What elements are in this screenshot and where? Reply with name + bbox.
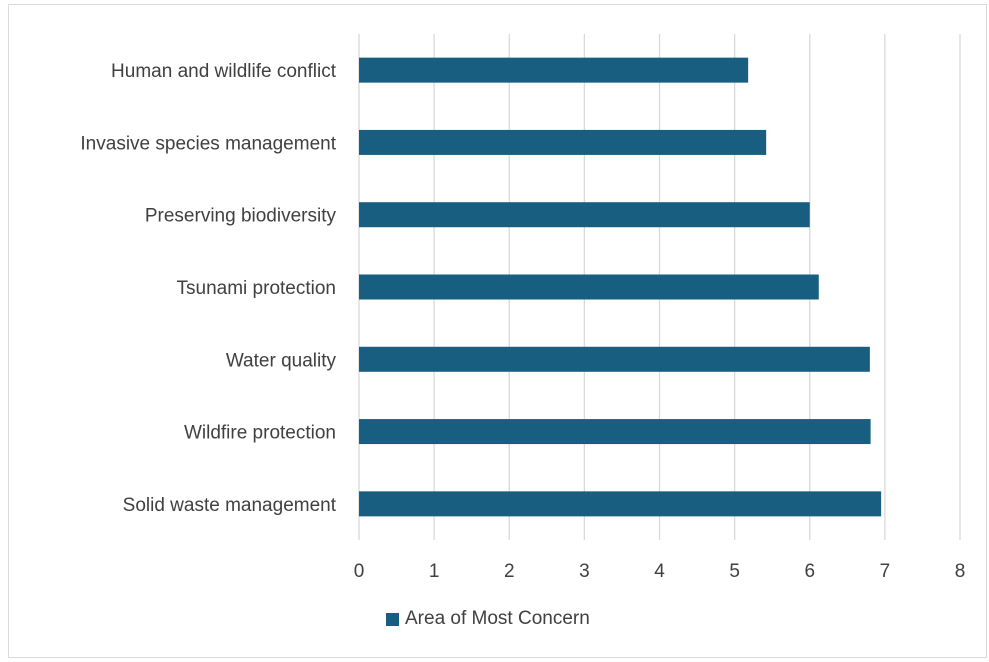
category-label: Solid waste management: [123, 495, 337, 516]
x-tick-label: 6: [804, 561, 815, 582]
x-tick-label: 4: [654, 561, 665, 582]
bar: [359, 130, 766, 155]
category-label: Invasive species management: [80, 133, 336, 154]
x-tick-labels: 0 1 2 3 4 5 6 7 8: [354, 561, 966, 582]
x-tick-label: 1: [429, 561, 440, 582]
category-label: Tsunami protection: [177, 278, 336, 299]
x-tick-label: 5: [729, 561, 740, 582]
legend-label: Area of Most Concern: [405, 608, 590, 630]
category-label: Wildfire protection: [184, 423, 336, 444]
bar: [359, 347, 870, 372]
bar: [359, 58, 748, 83]
category-label: Preserving biodiversity: [145, 206, 337, 227]
bar: [359, 419, 871, 444]
x-tick-label: 0: [354, 561, 365, 582]
category-label: Water quality: [226, 350, 337, 371]
bar: [359, 202, 810, 227]
x-tick-label: 3: [579, 561, 590, 582]
category-labels: Human and wildlife conflict Invasive spec…: [80, 61, 336, 516]
category-label: Human and wildlife conflict: [111, 61, 337, 82]
bar: [359, 275, 819, 300]
legend-swatch: [386, 613, 399, 626]
x-tick-label: 2: [504, 561, 515, 582]
bar: [359, 491, 881, 516]
legend: Area of Most Concern: [386, 608, 590, 630]
x-tick-label: 7: [880, 561, 891, 582]
bars: [359, 58, 881, 517]
x-tick-label: 8: [955, 561, 966, 582]
